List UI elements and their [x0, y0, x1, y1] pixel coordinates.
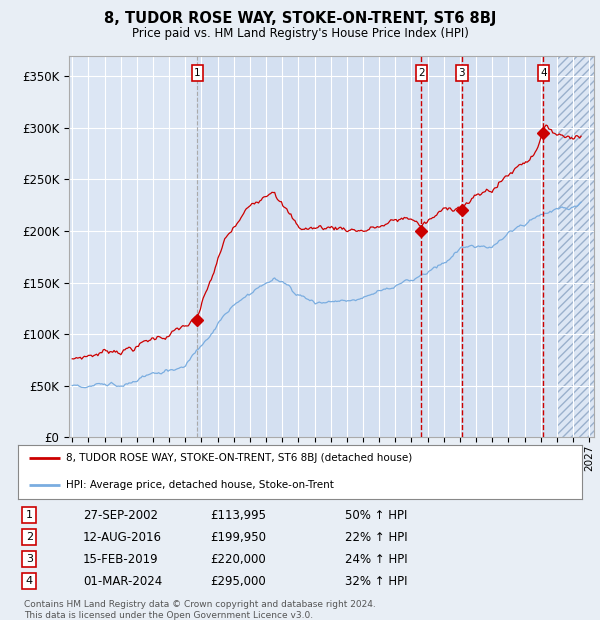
Text: 2: 2 [418, 68, 425, 78]
Bar [557, 56, 600, 437]
Text: Contains HM Land Registry data © Crown copyright and database right 2024.
This d: Contains HM Land Registry data © Crown c… [24, 600, 376, 619]
Text: 01-MAR-2024: 01-MAR-2024 [83, 575, 162, 588]
Text: 8, TUDOR ROSE WAY, STOKE-ON-TRENT, ST6 8BJ (detached house): 8, TUDOR ROSE WAY, STOKE-ON-TRENT, ST6 8… [66, 453, 412, 463]
Text: 2: 2 [26, 532, 33, 542]
Text: 24% ↑ HPI: 24% ↑ HPI [345, 552, 408, 565]
Text: £220,000: £220,000 [210, 552, 266, 565]
Text: 50% ↑ HPI: 50% ↑ HPI [345, 508, 407, 521]
Text: 12-AUG-2016: 12-AUG-2016 [83, 531, 162, 544]
Text: 22% ↑ HPI: 22% ↑ HPI [345, 531, 408, 544]
Text: 15-FEB-2019: 15-FEB-2019 [83, 552, 158, 565]
Text: 4: 4 [26, 576, 33, 586]
Text: 1: 1 [194, 68, 201, 78]
Text: 3: 3 [458, 68, 465, 78]
Text: 27-SEP-2002: 27-SEP-2002 [83, 508, 158, 521]
Bar [197, 56, 600, 437]
Text: 1: 1 [26, 510, 33, 520]
Text: HPI: Average price, detached house, Stoke-on-Trent: HPI: Average price, detached house, Stok… [66, 480, 334, 490]
Text: 3: 3 [26, 554, 33, 564]
Text: Price paid vs. HM Land Registry's House Price Index (HPI): Price paid vs. HM Land Registry's House … [131, 27, 469, 40]
Text: £199,950: £199,950 [210, 531, 266, 544]
Text: 32% ↑ HPI: 32% ↑ HPI [345, 575, 407, 588]
Text: £295,000: £295,000 [210, 575, 266, 588]
Text: 8, TUDOR ROSE WAY, STOKE-ON-TRENT, ST6 8BJ: 8, TUDOR ROSE WAY, STOKE-ON-TRENT, ST6 8… [104, 11, 496, 26]
Text: 4: 4 [540, 68, 547, 78]
Text: £113,995: £113,995 [210, 508, 266, 521]
